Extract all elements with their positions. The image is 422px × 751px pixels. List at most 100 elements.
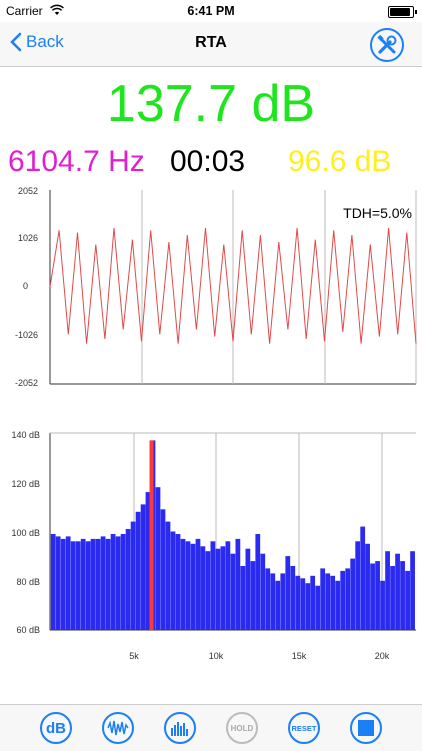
spectrum-bar (70, 541, 76, 630)
bottom-toolbar: dB HOLD RESET (0, 704, 422, 751)
spectrum-bar (170, 531, 176, 630)
spectrum-bar (280, 573, 286, 630)
spectrum-bar (110, 534, 116, 630)
spectrum-bar (75, 541, 81, 630)
spectrum-bar (85, 541, 91, 630)
spectrum-bar (185, 541, 191, 630)
stop-button[interactable] (350, 712, 382, 744)
waveform-line (49, 227, 417, 344)
spectrum-bar (220, 546, 226, 630)
wave-ytick: -2052 (15, 378, 38, 388)
waveform-chart: 2052 1026 0 -1026 -2052 TDH=5.0% (15, 186, 417, 388)
spectrum-bar (240, 566, 246, 630)
spectrum-bar (65, 536, 71, 630)
spectrum-bar (230, 553, 236, 630)
spectrum-bar (390, 566, 395, 630)
spectrum-bar (215, 548, 221, 630)
spectrum-bar (370, 563, 375, 630)
spectrum-bar (175, 534, 181, 630)
spectrum-bar (325, 573, 331, 630)
wave-ytick: 2052 (18, 186, 38, 196)
spectrum-bar (385, 551, 390, 630)
spectrum-bar (60, 538, 66, 630)
peak-marker (149, 440, 154, 630)
spectrum-bar (165, 521, 171, 630)
spectrum-bar (155, 487, 161, 630)
spectrum-bar (145, 492, 151, 630)
hold-button[interactable]: HOLD (226, 712, 258, 744)
db-button[interactable]: dB (40, 712, 72, 744)
reset-label: RESET (291, 723, 317, 733)
spectrum-bar (100, 536, 106, 630)
spectrum-bar (305, 583, 311, 630)
spectrum-bar (180, 538, 186, 630)
spectrum-bar (135, 511, 141, 630)
spectrum-bar (260, 553, 266, 630)
reset-button[interactable]: RESET (288, 712, 320, 744)
stop-icon (358, 720, 374, 736)
spectrum-bar (335, 580, 341, 631)
spectrum-bar (55, 536, 61, 630)
wifi-icon (50, 4, 64, 15)
spectrum-bar (50, 534, 56, 630)
spectrum-bar (315, 585, 321, 630)
spectrum-bar (120, 534, 126, 630)
spectrum-bar (275, 580, 281, 631)
status-time: 6:41 PM (187, 4, 235, 18)
spec-xtick: 5k (129, 651, 139, 661)
waveform-icon (107, 720, 129, 736)
back-label: Back (26, 32, 64, 51)
spectrum-bar (285, 556, 291, 630)
readout-row: 6104.7 Hz 00:03 96.6 dB (0, 145, 422, 185)
spectrum-bar (235, 538, 241, 630)
chevron-left-icon (10, 32, 22, 52)
wrench-screwdriver-icon (377, 34, 397, 54)
spectrum-bar (310, 575, 316, 630)
spectrum-bar (115, 536, 121, 630)
wave-ytick: 0 (23, 281, 28, 291)
spectrum-bar (365, 543, 370, 630)
spec-xtick: 10k (209, 651, 224, 661)
spectrum-bar (320, 568, 326, 630)
tdh-label: TDH=5.0% (343, 205, 412, 221)
spectrum-bar (200, 546, 206, 630)
spectrum-bar (225, 541, 231, 630)
page-title: RTA (195, 34, 227, 51)
spectrum-bar (340, 570, 346, 630)
spectrum-bar (355, 541, 361, 630)
elapsed-time: 00:03 (170, 145, 246, 178)
spectrum-bar (125, 529, 131, 630)
waveform-button[interactable] (102, 712, 134, 744)
spectrum-bar (160, 509, 166, 630)
status-bar: Carrier 6:41 PM (0, 0, 422, 22)
settings-tools-button[interactable] (370, 28, 404, 62)
wave-ytick: 1026 (18, 233, 38, 243)
spectrum-bar (360, 526, 366, 630)
spectrum-bar (255, 534, 261, 630)
navigation-bar: Back RTA (0, 22, 422, 67)
spectrum-bar (330, 575, 336, 630)
spectrum-bar (190, 543, 196, 630)
spectrum-button[interactable] (164, 712, 196, 744)
spectrum-bar (400, 561, 405, 630)
back-button[interactable]: Back (10, 32, 64, 52)
spectrum-chart: 140 dB 120 dB 100 dB 80 dB 60 dB 5k 10k … (11, 430, 416, 661)
spectrum-bar (105, 538, 111, 630)
spectrum-bar (350, 558, 356, 630)
spectrum-bar (195, 538, 201, 630)
db-label: dB (46, 719, 66, 737)
spectrum-bar (375, 561, 380, 630)
spectrum-bar (395, 553, 400, 630)
spectrum-bar (140, 504, 146, 630)
spectrum-bar (290, 566, 296, 630)
spectrum-bar (90, 538, 96, 630)
spectrum-bar (295, 575, 301, 630)
spectrum-icon (171, 722, 188, 736)
spec-ytick: 140 dB (11, 430, 40, 440)
level-readout: 137.7 dB (106, 75, 316, 133)
spectrum-bar (95, 538, 101, 630)
spectrum-bar (410, 551, 415, 630)
spectrum-bar (80, 538, 86, 630)
spectrum-bar (250, 561, 256, 630)
spectrum-bar (245, 548, 251, 630)
